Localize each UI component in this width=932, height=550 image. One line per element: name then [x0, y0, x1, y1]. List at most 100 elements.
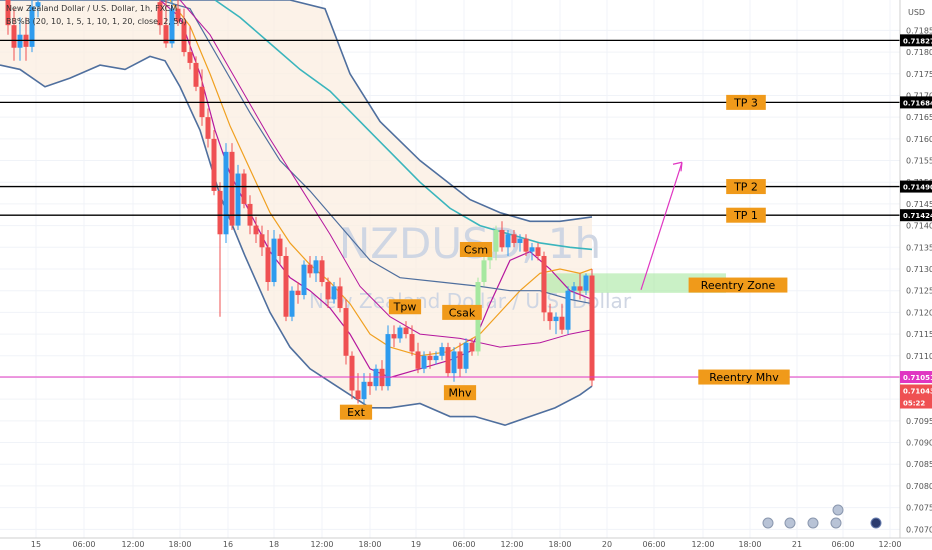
- candle-body: [337, 286, 343, 309]
- candle-body: [157, 2, 163, 26]
- annotation-box[interactable]: [388, 299, 422, 315]
- price-tag: [900, 34, 932, 47]
- flag-icon[interactable]: [870, 517, 882, 529]
- candle-body: [283, 255, 289, 317]
- annotation-label: TP 1: [733, 209, 758, 222]
- candle-body: [463, 342, 469, 369]
- annotation-labels[interactable]: TP 3 TP 2 TP 1 Reentry Zone Reentry Mhv Csm Tp…: [339, 94, 790, 420]
- annotation-label: Tpw: [393, 301, 417, 314]
- annotation-box[interactable]: [726, 207, 766, 223]
- candle-body: [259, 234, 265, 248]
- indicator-line: [0, 55, 593, 427]
- price-tags: 0.71827 0.71684 0.71490 0.71424 0.71051 0.710…: [900, 34, 932, 409]
- candle-body: [271, 238, 277, 283]
- indicator-line: [159, 0, 593, 305]
- candle-body: [403, 327, 409, 335]
- annotation-box[interactable]: [726, 94, 766, 110]
- flag-icon[interactable]: [784, 517, 796, 529]
- annotation-box[interactable]: [698, 369, 790, 385]
- annotation-label: TP 2: [733, 181, 758, 194]
- projection-line[interactable]: [640, 162, 683, 291]
- candle-body: [583, 275, 589, 291]
- time-tick-label: 12:00: [310, 540, 333, 549]
- band-fill-area: [0, 0, 592, 426]
- time-tick-label: 06:00: [72, 540, 95, 549]
- price-tag: [900, 396, 932, 409]
- time-tick-label: 15: [31, 540, 41, 549]
- candle-body: [565, 290, 571, 330]
- indicator-line: [159, 0, 593, 379]
- candle-body: [547, 312, 553, 322]
- candle-body: [529, 247, 535, 252]
- candle-body: [469, 342, 475, 352]
- time-tick-label: 21: [792, 540, 802, 549]
- time-tick-label: 18:00: [738, 540, 761, 549]
- candle-body: [229, 151, 235, 226]
- time-ticks: 15 06:00 12:00 18:00 16 18 12:00 18:00 19 06:00 12…: [31, 540, 902, 549]
- candle-body: [439, 347, 445, 356]
- candle-body: [349, 355, 355, 391]
- bollinger-band-fill: [0, 0, 592, 426]
- candle-body: [277, 238, 283, 256]
- price-tag-label: 0.71043: [903, 388, 932, 396]
- annotation-box[interactable]: [459, 241, 493, 257]
- projection-arrow[interactable]: [640, 161, 683, 291]
- flag-icon[interactable]: [762, 517, 774, 529]
- flag-icon[interactable]: [807, 517, 819, 529]
- time-tick-label: 12:00: [121, 540, 144, 549]
- price-tag-label: 0.71424: [903, 212, 932, 220]
- candle-body: [571, 286, 577, 291]
- annotation-box[interactable]: [339, 404, 373, 420]
- price-tag-label: 05:22: [903, 400, 925, 408]
- candle-body: [577, 286, 583, 291]
- arrow-head[interactable]: [672, 161, 683, 172]
- candle-body: [289, 290, 295, 317]
- event-icons[interactable]: [762, 504, 882, 529]
- price-tag: [900, 180, 932, 193]
- flag-icon[interactable]: [832, 504, 844, 516]
- candle-body: [181, 21, 187, 53]
- indicator-lines: [0, 0, 593, 427]
- time-tick-label: 18:00: [168, 540, 191, 549]
- candle-body: [163, 25, 169, 44]
- candle-body: [235, 173, 241, 226]
- price-axis[interactable]: USD: [899, 0, 925, 538]
- indicator-line: [179, 0, 593, 348]
- candle-body: [457, 351, 463, 369]
- annotation-box[interactable]: [442, 304, 482, 320]
- candle-body: [559, 316, 565, 330]
- annotation-label: Csak: [449, 306, 476, 319]
- candle-body: [175, 8, 181, 22]
- candle-body: [499, 229, 505, 248]
- flag-icon[interactable]: [830, 517, 842, 529]
- candle-body: [313, 260, 319, 274]
- candle-body: [445, 347, 451, 374]
- candle-body: [169, 8, 175, 44]
- time-tick-label: 06:00: [452, 540, 475, 549]
- candle-body: [433, 355, 439, 361]
- annotation-box[interactable]: [688, 277, 788, 293]
- candle-body: [535, 247, 541, 256]
- candle-body: [223, 151, 229, 235]
- candle-body: [361, 381, 367, 400]
- indicator-line: [169, 0, 593, 357]
- indicator-line: [214, 0, 593, 251]
- candle-body: [319, 260, 325, 283]
- time-tick-label: 19: [411, 540, 421, 549]
- time-tick-label: 06:00: [831, 540, 854, 549]
- annotation-label: Ext: [347, 406, 365, 419]
- annotation-box[interactable]: [726, 179, 766, 195]
- time-tick-label: 06:00: [642, 540, 665, 549]
- annotation-box[interactable]: [443, 385, 477, 401]
